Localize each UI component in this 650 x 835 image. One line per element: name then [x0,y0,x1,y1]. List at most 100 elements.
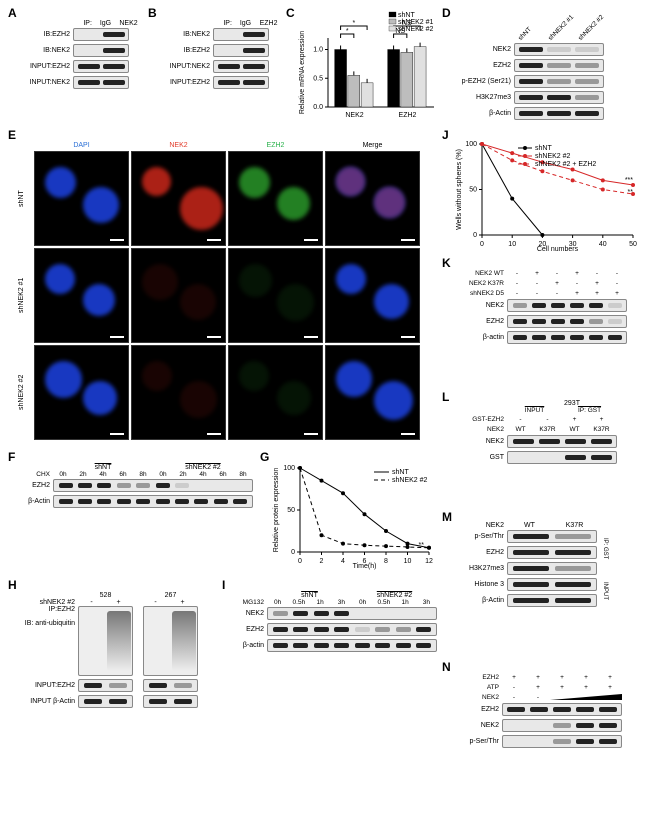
band [314,627,329,632]
row-label: IB:NEK2 [18,47,73,54]
svg-text:10: 10 [404,558,412,565]
svg-text:100: 100 [283,465,295,472]
band [175,483,189,488]
band [416,627,431,632]
col-dapi: DAPI [34,140,129,151]
row-label: NEK2 [452,46,514,53]
svg-text:shNT: shNT [398,12,415,19]
blot-strip [73,76,129,89]
blot-row: EZH2 [18,478,253,492]
blot-strip [514,43,604,56]
band [314,611,329,616]
panel-label-h: H [8,578,17,592]
band [555,550,591,555]
band [575,95,599,100]
blot-strip [507,435,617,448]
band [608,319,622,324]
band [530,723,548,728]
row-label: INPUT β-Actin [18,698,78,705]
cond-val: + [574,684,598,691]
cond-val: WT [561,426,588,433]
band [513,439,534,444]
svg-text:*: * [352,20,355,27]
row-label: INPUT:EZH2 [18,63,73,70]
svg-text:50: 50 [469,187,477,194]
blot-strip [507,578,597,591]
blot-row: INPUT:NEK2 [158,59,278,73]
cell-267: 267 [143,592,198,599]
cond-val: - [527,290,547,297]
band [589,319,603,324]
blot-row: NEK2 [452,434,637,448]
col-igg: IgG [238,20,253,27]
panel-label-c: C [286,6,295,20]
band [355,611,370,616]
blot-strip [213,60,269,73]
band [608,303,622,308]
band [396,627,411,632]
panel-label-m: M [442,510,452,524]
panel-label-l: L [442,390,449,404]
row-label: EZH2 [452,318,507,325]
svg-text:*: * [346,28,349,35]
panel-f: shNT shNEK2 #2 CHX 0h2h4h6h8h0h2h4h6h8h … [18,464,253,510]
svg-text:EZH2: EZH2 [399,112,417,119]
blot-row: NEK2 [452,42,622,56]
svg-text:0: 0 [480,241,484,248]
svg-text:***: *** [625,177,633,184]
cond-val: K37R [588,426,615,433]
band [416,611,431,616]
band [84,699,102,704]
band [539,455,560,460]
blot-strip [143,695,198,708]
microscopy-image [325,248,420,343]
cond-val: - [547,290,567,297]
row-label: IB:NEK2 [158,31,213,38]
band [589,303,603,308]
band [149,699,167,704]
band [273,643,288,648]
svg-text:shNEK2 #2: shNEK2 #2 [398,26,434,33]
row-label: H3K27me3 [452,94,514,101]
band [555,582,591,587]
band [156,483,170,488]
blot-strip [514,107,604,120]
band [553,723,571,728]
band [608,335,622,340]
band [416,643,431,648]
row-label: INPUT:EZH2 [18,682,78,689]
svg-text:100: 100 [465,141,477,148]
blot-row: β-Actin [18,494,253,508]
row-label: β-Actin [452,597,507,604]
time-label: 0h [267,599,288,606]
row-label: β-actin [232,642,267,649]
band [599,723,617,728]
row-label: NEK2 [232,610,267,617]
svg-text:40: 40 [599,241,607,248]
row-label: INPUT:NEK2 [18,79,73,86]
band [576,707,594,712]
band [194,499,208,504]
panel-d: shNT shNEK2 #1 shNEK2 #2 NEK2EZH2p-EZH2 … [452,12,622,122]
band [59,499,73,504]
microscopy-image [131,248,226,343]
blot-row: IB:EZH2 [158,43,278,57]
panel-j-chart: 05010001020304050shNTshNEK2 #2shNEK2 #2 … [452,138,637,253]
band [233,483,247,488]
band [233,499,247,504]
cond-label: ATP [452,684,502,691]
cond-val: - [607,270,627,277]
band [551,335,565,340]
cond-val: WT [507,426,534,433]
blot-row: INPUT:EZH2 [158,75,278,89]
band [218,64,240,69]
cond-val: - [507,290,527,297]
blot-row: IB:NEK2 [18,43,138,57]
col-shnek2-1: shNEK2 #1 [547,14,575,42]
band [519,63,543,68]
row-label: NEK2 [452,438,507,445]
row-label: Histone 3 [452,581,507,588]
svg-text:12: 12 [425,558,433,565]
cond-val: + [567,290,587,297]
band [293,643,308,648]
